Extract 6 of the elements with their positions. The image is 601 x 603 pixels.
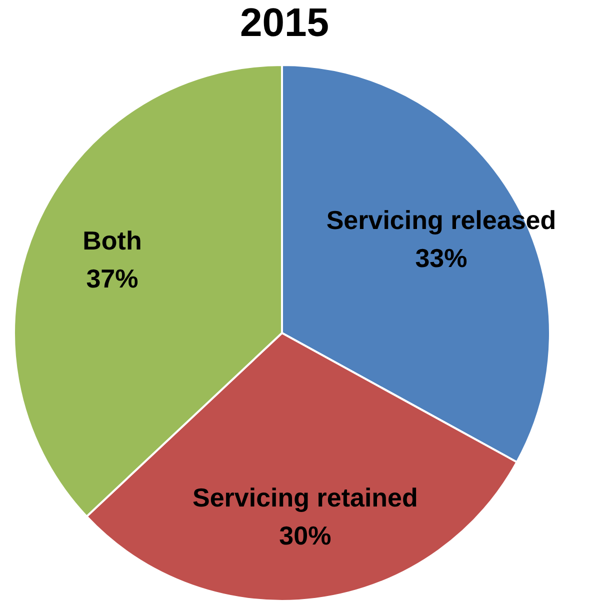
slice-label: Both [82,226,142,256]
slice-label: Servicing retained [192,482,418,513]
data-label: 33% [415,242,468,273]
chart-title: 2015 [240,1,329,45]
data-label: 37% [86,264,138,294]
data-label: 30% [279,520,332,551]
